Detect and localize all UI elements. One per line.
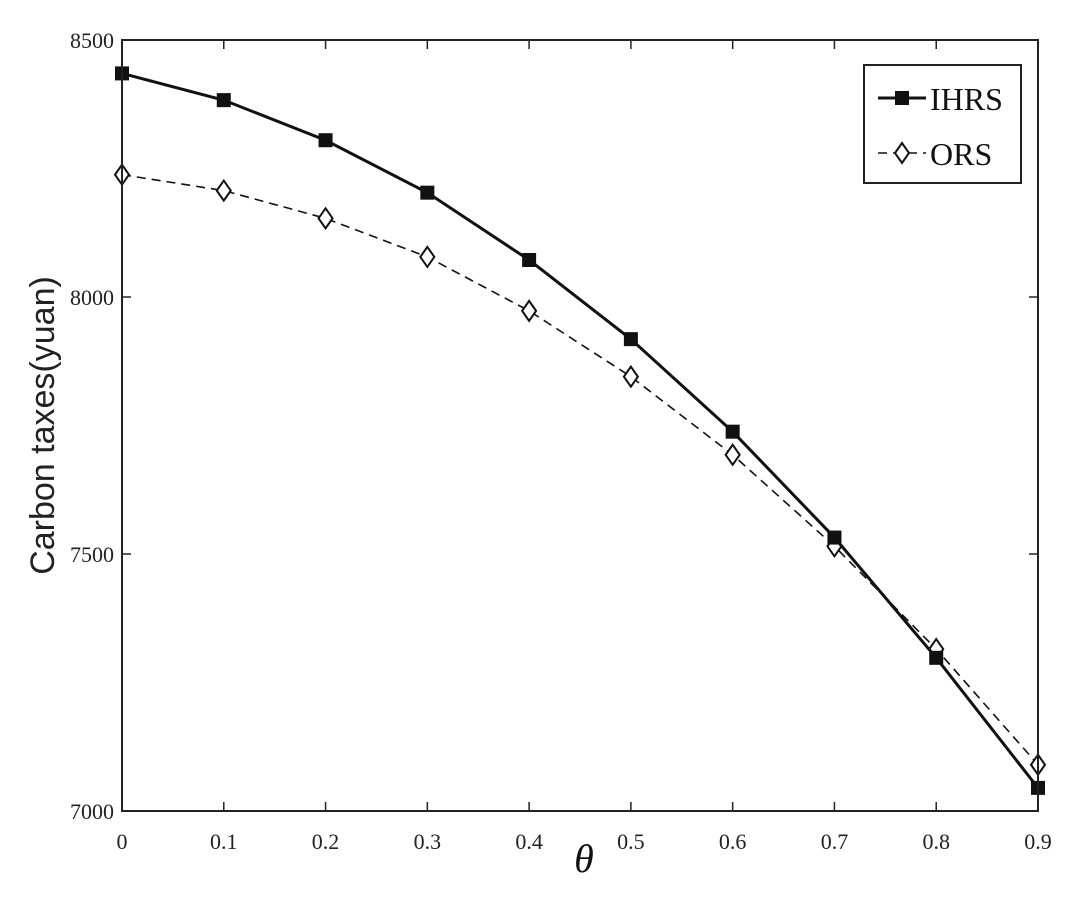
data-point-ors xyxy=(419,245,436,269)
ticks-layer: 0 0.1 0.2 0.3 0.4 0.5 0.6 0.7 0.8 0.9 7000 7500 8000… xyxy=(70,28,1052,854)
x-tick-label: 0 xyxy=(117,829,128,854)
x-tick-label: 0.8 xyxy=(922,829,950,854)
series-line-ihrs xyxy=(121,71,1040,789)
data-point-ihrs xyxy=(623,332,638,347)
data-point-ihrs xyxy=(725,424,740,439)
x-tick-label: 0.4 xyxy=(515,829,543,854)
x-tick-label: 0.6 xyxy=(719,829,747,854)
x-tick-label: 0.2 xyxy=(312,829,340,854)
data-point-ihrs xyxy=(522,252,537,267)
data-point-ihrs xyxy=(929,650,944,665)
legend-label-ors: ORS xyxy=(930,136,992,172)
y-tick-label: 8500 xyxy=(70,28,114,53)
y-tick-label: 7500 xyxy=(70,542,114,567)
x-tick-label: 0.9 xyxy=(1024,829,1052,854)
legend: IHRS ORS xyxy=(863,64,1022,184)
legend-box xyxy=(863,64,1022,184)
x-tick-label: 0.3 xyxy=(414,829,442,854)
series-layer xyxy=(113,66,1047,795)
data-point-ihrs xyxy=(318,133,333,148)
legend-marker-ihrs xyxy=(895,91,909,105)
y-axis-label: Carbon taxes(yuan) xyxy=(24,276,62,575)
plot-frame xyxy=(121,39,1039,812)
data-point-ihrs xyxy=(216,93,231,108)
data-point-ors xyxy=(215,178,232,203)
x-tick-label: 0.7 xyxy=(821,829,849,854)
x-tick-label: 0.5 xyxy=(617,829,645,854)
x-tick-label: 0.1 xyxy=(210,829,238,854)
legend-item-ihrs: IHRS xyxy=(878,81,1003,117)
legend-item-ors: ORS xyxy=(878,136,992,172)
legend-marker-ors xyxy=(893,141,911,165)
data-point-ors xyxy=(520,299,538,323)
y-tick-label: 7000 xyxy=(70,799,114,824)
series-ihrs xyxy=(115,66,1045,795)
data-point-ihrs xyxy=(827,530,842,545)
legend-label-ihrs: IHRS xyxy=(930,81,1003,117)
data-point-ihrs xyxy=(420,185,435,200)
data-point-ors xyxy=(724,443,741,467)
x-axis-label: θ xyxy=(574,836,594,881)
data-point-ors xyxy=(622,364,640,389)
series-ors xyxy=(113,162,1047,777)
series-line-ors xyxy=(121,173,1039,766)
y-tick-label: 8000 xyxy=(70,285,114,310)
data-point-ors xyxy=(317,206,334,231)
